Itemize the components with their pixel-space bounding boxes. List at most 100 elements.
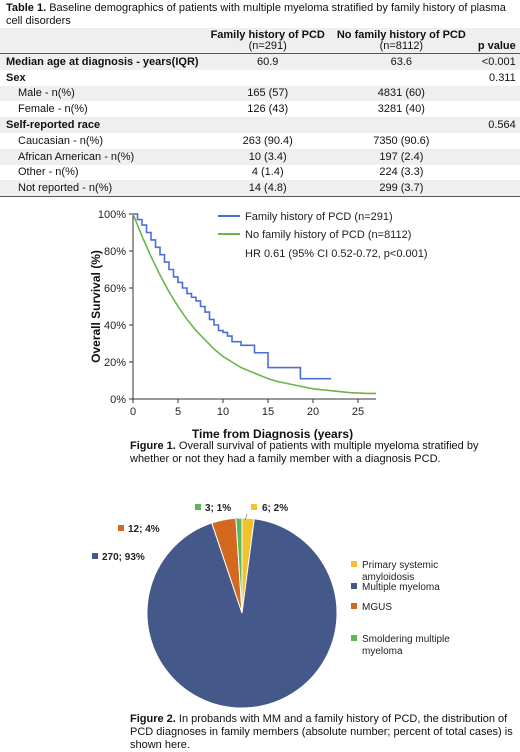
- y-tick-label: 60%: [104, 283, 126, 295]
- data-label-marker: [195, 504, 201, 510]
- table-1-caption-label: Table 1.: [6, 2, 47, 14]
- row-no-family-history-value: 7350 (90.6): [330, 132, 472, 149]
- row-no-family-history-value: [330, 117, 472, 133]
- row-family-history-value: [204, 69, 331, 86]
- legend-swatch: [351, 603, 357, 609]
- header-family-history-label: Family history of PCD: [210, 29, 325, 41]
- leader-line: [244, 513, 248, 521]
- legend-swatch: [351, 635, 357, 641]
- row-p-value: [471, 148, 520, 165]
- legend-swatch: [351, 561, 357, 567]
- header-no-family-history-label: No family history of PCD: [336, 29, 466, 41]
- y-tick-label: 100%: [98, 209, 126, 221]
- table-row: Not reported - n(%) 14 (4.8) 299 (3.7): [0, 180, 520, 198]
- row-p-value: [471, 164, 520, 181]
- row-label: Other - n(%): [0, 164, 205, 181]
- data-label-marker: [251, 504, 257, 510]
- y-tick-label: 0%: [110, 394, 126, 406]
- row-label: Sex: [0, 69, 205, 86]
- table-row: Male - n(%) 165 (57) 4831 (60): [0, 85, 520, 102]
- legend-label: Multiple myeloma: [362, 582, 440, 593]
- row-family-history-value: 4 (1.4): [204, 164, 331, 181]
- row-no-family-history-value: 63.6: [330, 53, 472, 70]
- header-family-history-n: (n=291): [248, 40, 287, 52]
- no-family-history-curve: [132, 213, 376, 395]
- row-no-family-history-value: [330, 69, 472, 86]
- table-row: Median age at diagnosis - years(IQR) 60.9…: [0, 53, 520, 70]
- row-p-value: <0.001: [471, 53, 520, 70]
- pie-slice: [146, 518, 338, 709]
- family-history-curve: [133, 213, 331, 380]
- row-no-family-history-value: 3281 (40): [330, 101, 472, 118]
- data-label-marker: [92, 553, 98, 559]
- figure-2-caption-label: Figure 2.: [130, 713, 176, 725]
- figure-2-caption: Figure 2. In probands with MM and a fami…: [130, 713, 515, 752]
- data-label-marker: [118, 525, 124, 531]
- figure-1-caption: Figure 1. Overall survival of patients w…: [130, 440, 510, 466]
- row-no-family-history-value: 299 (3.7): [330, 180, 472, 198]
- header-no-family-history-n: (n=8112): [379, 40, 424, 52]
- row-family-history-value: 60.9: [204, 53, 331, 70]
- header-no-family-history: No family history of PCD (n=8112): [330, 28, 472, 54]
- data-label: 12; 4%: [128, 524, 160, 535]
- legend-label-line: Multiple myeloma: [362, 582, 440, 593]
- x-tick-label: 0: [130, 406, 136, 418]
- row-p-value: [471, 180, 520, 198]
- demographics-table: Family history of PCD (n=291) No family …: [0, 28, 520, 198]
- table-1-caption-text: Baseline demographics of patients with m…: [6, 2, 506, 27]
- x-tick-label: 15: [262, 406, 274, 418]
- row-no-family-history-value: 197 (2.4): [330, 148, 472, 165]
- table-row: Caucasian - n(%) 263 (90.4) 7350 (90.6): [0, 132, 520, 149]
- row-p-value: 0.564: [471, 117, 520, 133]
- legend-label: No family history of PCD (n=8112): [245, 229, 411, 241]
- row-family-history-value: 165 (57): [204, 85, 331, 102]
- legend-label-line: Primary systemic: [362, 560, 438, 571]
- row-no-family-history-value: 224 (3.3): [330, 164, 472, 181]
- legend-label: Primary systemic amyloidosis: [362, 560, 438, 583]
- figure-1-caption-text: Overall survival of patients with multip…: [130, 440, 479, 465]
- table-body: Median age at diagnosis - years(IQR) 60.9…: [0, 53, 520, 198]
- row-label: Not reported - n(%): [0, 180, 205, 198]
- row-family-history-value: 14 (4.8): [204, 180, 331, 198]
- row-family-history-value: 10 (3.4): [204, 148, 331, 165]
- hazard-ratio-text: HR 0.61 (95% CI 0.52-0.72, p<0.001): [245, 248, 428, 260]
- header-p-value: p value: [471, 28, 520, 54]
- row-p-value: [471, 132, 520, 149]
- row-label: African American - n(%): [0, 148, 205, 165]
- figure-1-caption-label: Figure 1.: [130, 440, 176, 452]
- legend-label-line: MGUS: [362, 602, 392, 613]
- legend-label: MGUS: [362, 602, 392, 613]
- table-header-row: Family history of PCD (n=291) No family …: [0, 28, 520, 54]
- row-label: Self-reported race: [0, 117, 205, 133]
- row-family-history-value: [204, 117, 331, 133]
- header-family-history: Family history of PCD (n=291): [204, 28, 331, 54]
- x-tick-label: 20: [307, 406, 319, 418]
- table-1-caption: Table 1. Baseline demographics of patien…: [6, 2, 514, 28]
- legend-label-line: amyloidosis: [362, 572, 414, 583]
- y-tick-label: 80%: [104, 246, 126, 258]
- table-row: African American - n(%) 10 (3.4) 197 (2.4): [0, 148, 520, 165]
- x-axis-label: Time from Diagnosis (years): [192, 427, 353, 440]
- row-p-value: [471, 101, 520, 118]
- table-row: Female - n(%) 126 (43) 3281 (40): [0, 101, 520, 118]
- row-label: Female - n(%): [0, 101, 205, 118]
- figure-2-caption-text: In probands with MM and a family history…: [130, 713, 513, 751]
- leader-line: [235, 517, 239, 521]
- row-p-value: 0.311: [471, 69, 520, 86]
- header-blank: [0, 28, 205, 54]
- row-label: Caucasian - n(%): [0, 132, 205, 149]
- x-tick-label: 5: [175, 406, 181, 418]
- row-no-family-history-value: 4831 (60): [330, 85, 472, 102]
- x-tick-label: 10: [217, 406, 229, 418]
- row-label: Median age at diagnosis - years(IQR): [0, 53, 205, 70]
- legend-swatch: [351, 583, 357, 589]
- y-tick-label: 20%: [104, 357, 126, 369]
- legend-label-line: Smoldering multiple: [362, 634, 450, 645]
- legend-label: Smoldering multiple myeloma: [362, 634, 450, 657]
- row-p-value: [471, 85, 520, 102]
- legend-label: Family history of PCD (n=291): [245, 211, 393, 223]
- row-label: Male - n(%): [0, 85, 205, 102]
- pie-chart: 6; 2% 270; 93% 12; 4% 3; 1% Primary systemic…: [92, 503, 450, 709]
- y-axis-label: Overall Survival (%): [89, 250, 103, 363]
- row-family-history-value: 126 (43): [204, 101, 331, 118]
